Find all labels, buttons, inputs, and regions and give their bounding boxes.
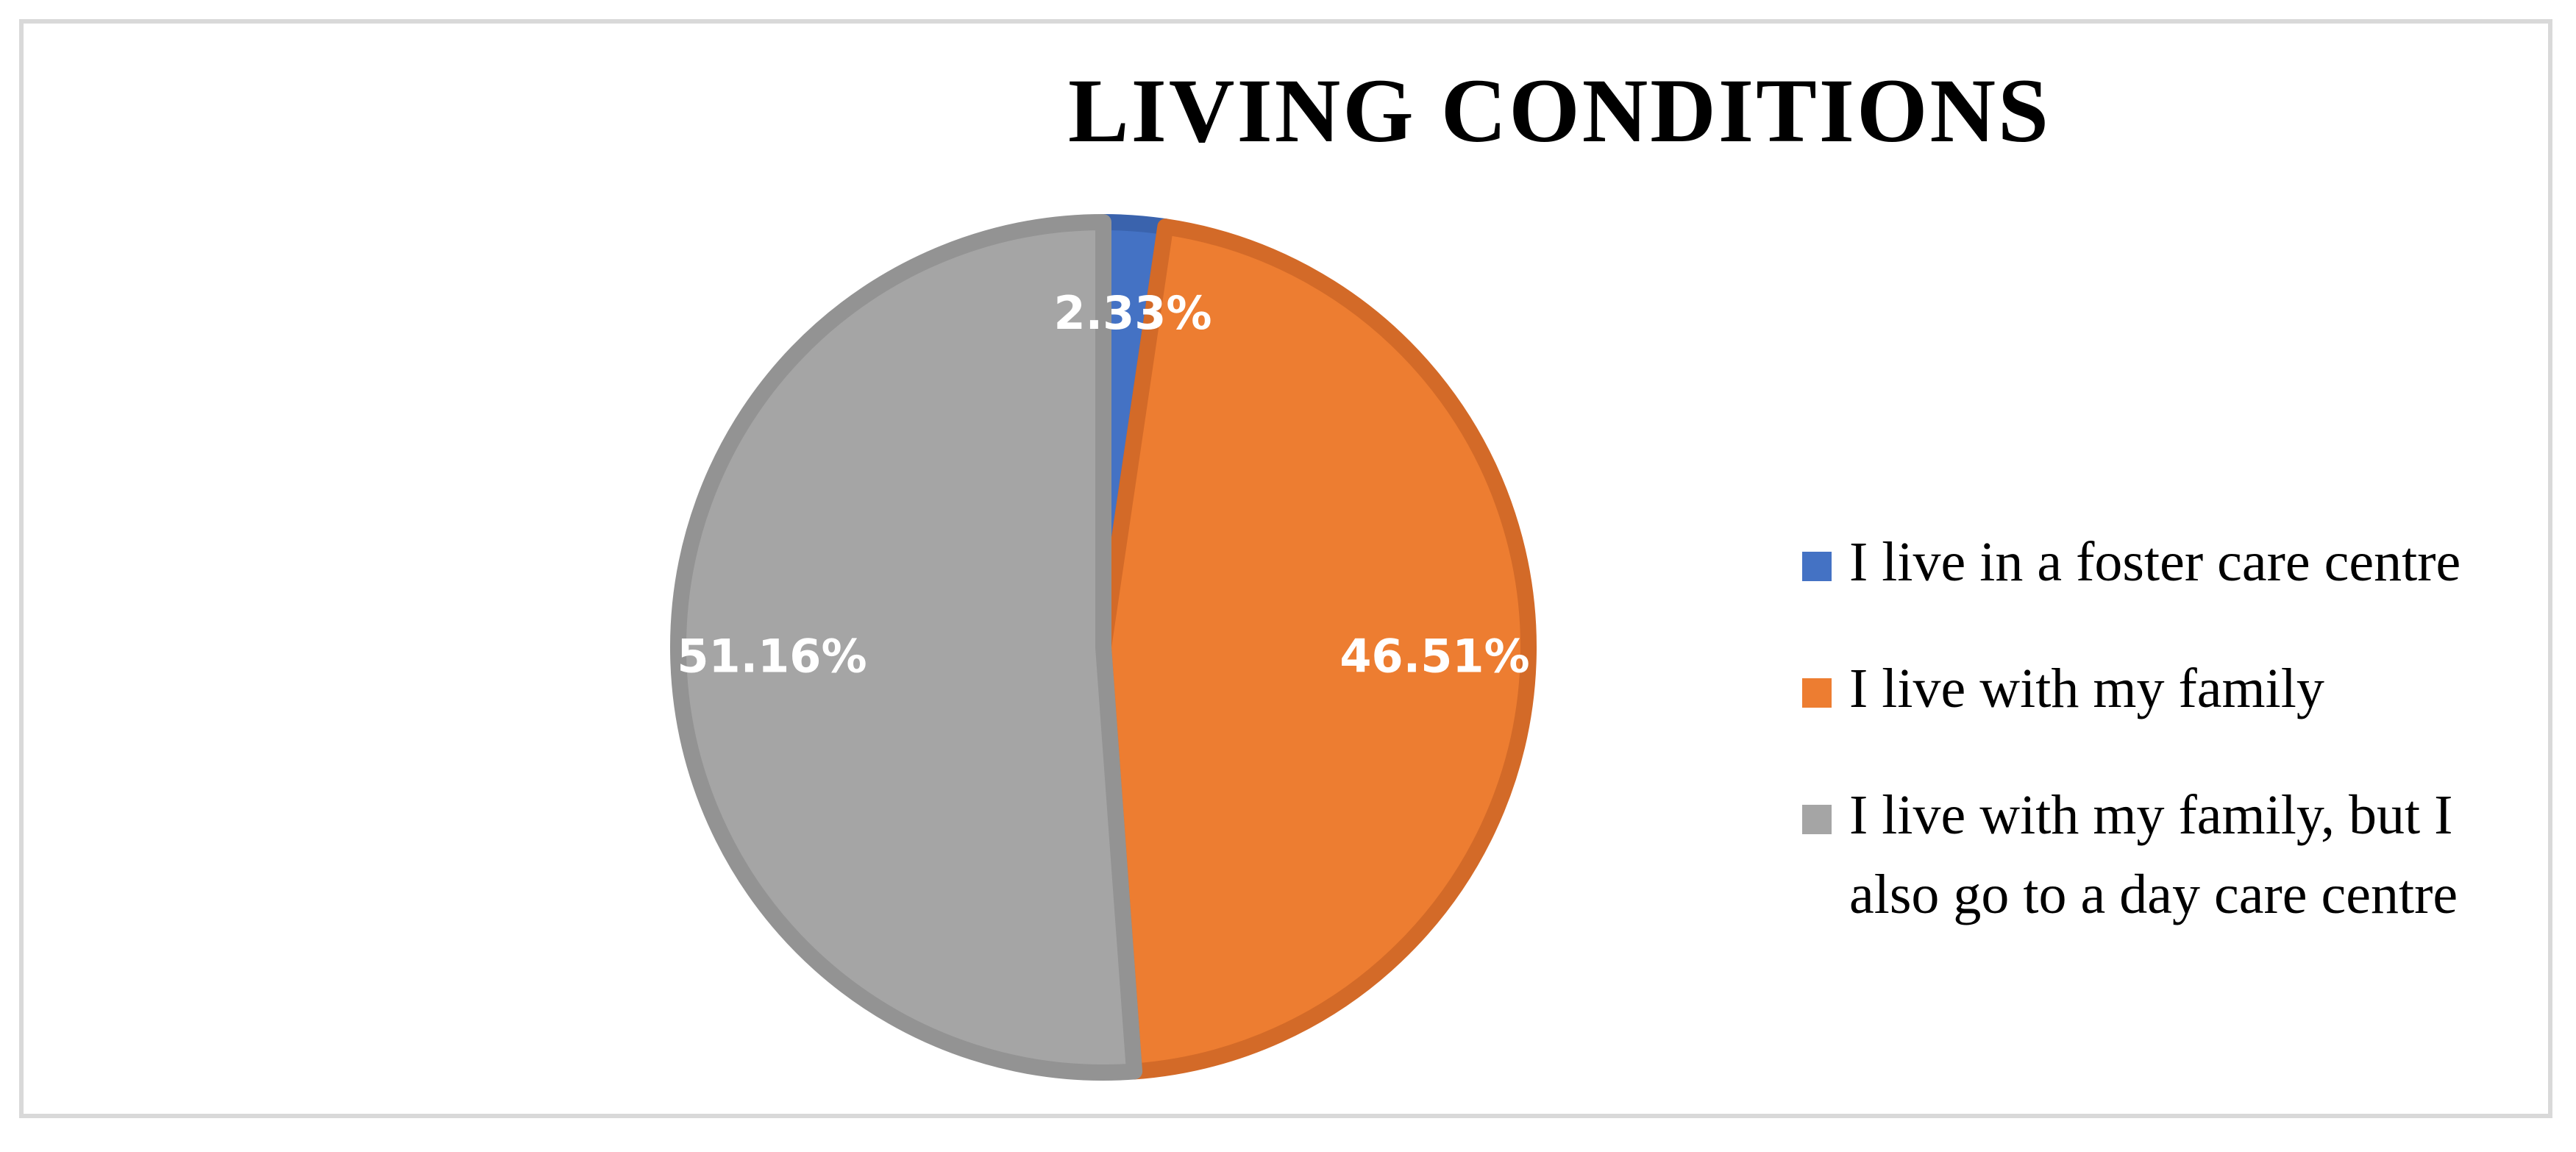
data-label-family: 46.51% xyxy=(1339,630,1529,683)
legend-label-family-day-care: I live with my family, but I also go to … xyxy=(1849,784,2458,925)
legend-swatch-family-day-care xyxy=(1802,805,1832,834)
legend-item-family-day-care: I live with my family, but I also go to … xyxy=(1802,775,2545,934)
legend: I live in a foster care centre I live wi… xyxy=(1802,522,2545,936)
data-label-foster-care: 2.33% xyxy=(1053,286,1211,340)
legend-swatch-foster-care xyxy=(1802,552,1832,581)
data-label-family-day-care: 51.16% xyxy=(677,630,867,683)
chart-title: LIVING CONDITIONS xyxy=(1067,60,2052,161)
pie-slice-family xyxy=(1095,218,1537,1080)
legend-item-foster-care: I live in a foster care centre xyxy=(1802,522,2545,602)
legend-label-foster-care: I live in a foster care centre xyxy=(1849,531,2461,593)
legend-label-family: I live with my family xyxy=(1849,658,2324,719)
pie-slice-family-day-care xyxy=(670,214,1143,1081)
legend-swatch-family xyxy=(1802,678,1832,708)
legend-item-family: I live with my family xyxy=(1802,649,2545,728)
